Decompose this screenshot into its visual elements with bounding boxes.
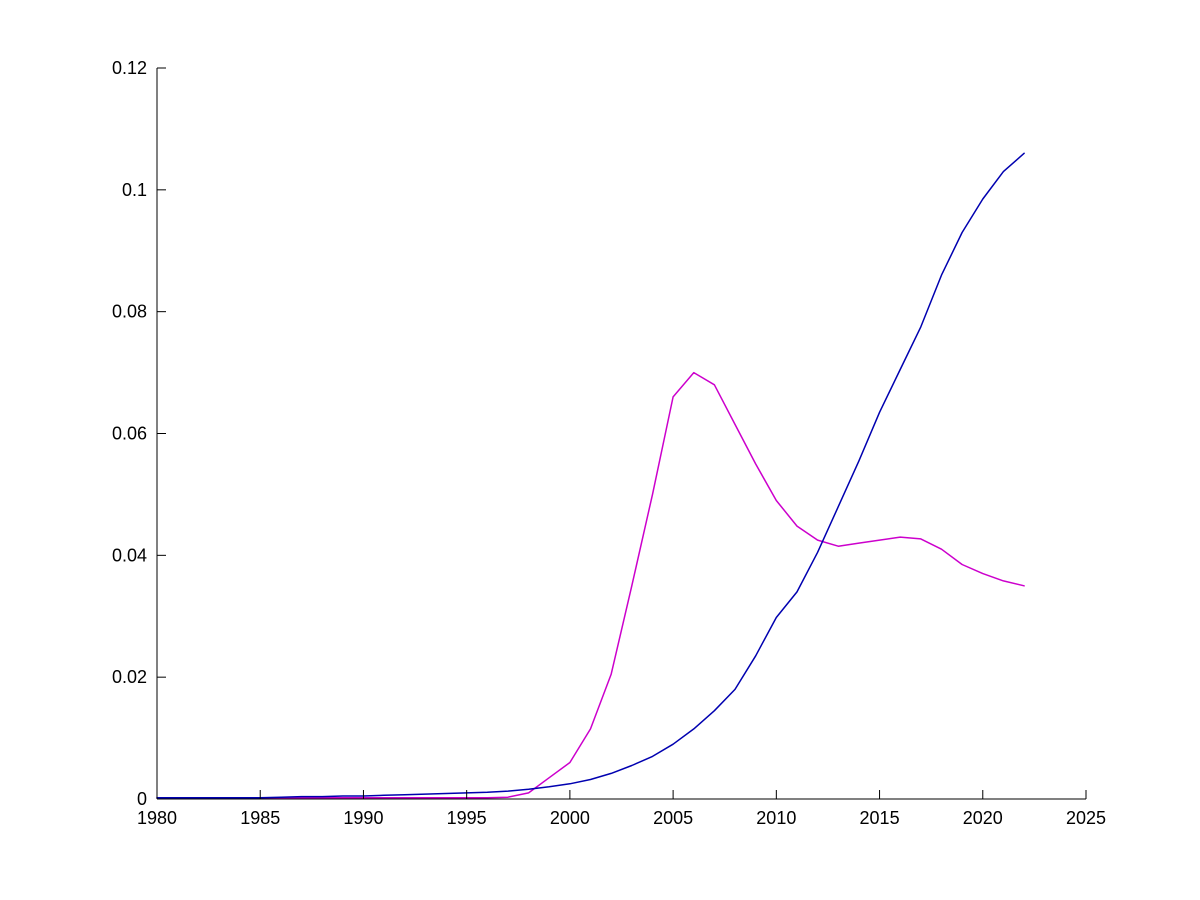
y-tick-label: 0.02: [112, 667, 147, 687]
y-tick-label: 0.1: [122, 180, 147, 200]
x-tick-label: 2020: [963, 808, 1003, 828]
y-tick-label: 0.12: [112, 58, 147, 78]
x-tick-label: 1990: [343, 808, 383, 828]
x-tick-label: 2005: [653, 808, 693, 828]
y-tick-label: 0.08: [112, 302, 147, 322]
x-tick-label: 1985: [240, 808, 280, 828]
magenta-line-series: [156, 371, 1025, 799]
y-tick-label: 0.06: [112, 424, 147, 444]
x-tick-label: 2010: [756, 808, 796, 828]
y-tick-label: 0: [137, 789, 147, 809]
x-tick-label: 2000: [550, 808, 590, 828]
x-tick-label: 1980: [137, 808, 177, 828]
x-tick-label: 2025: [1066, 808, 1106, 828]
x-tick-label: 1995: [447, 808, 487, 828]
x-tick-label: 2015: [860, 808, 900, 828]
blue-line-series: [156, 152, 1025, 799]
y-tick-label: 0.04: [112, 545, 147, 565]
